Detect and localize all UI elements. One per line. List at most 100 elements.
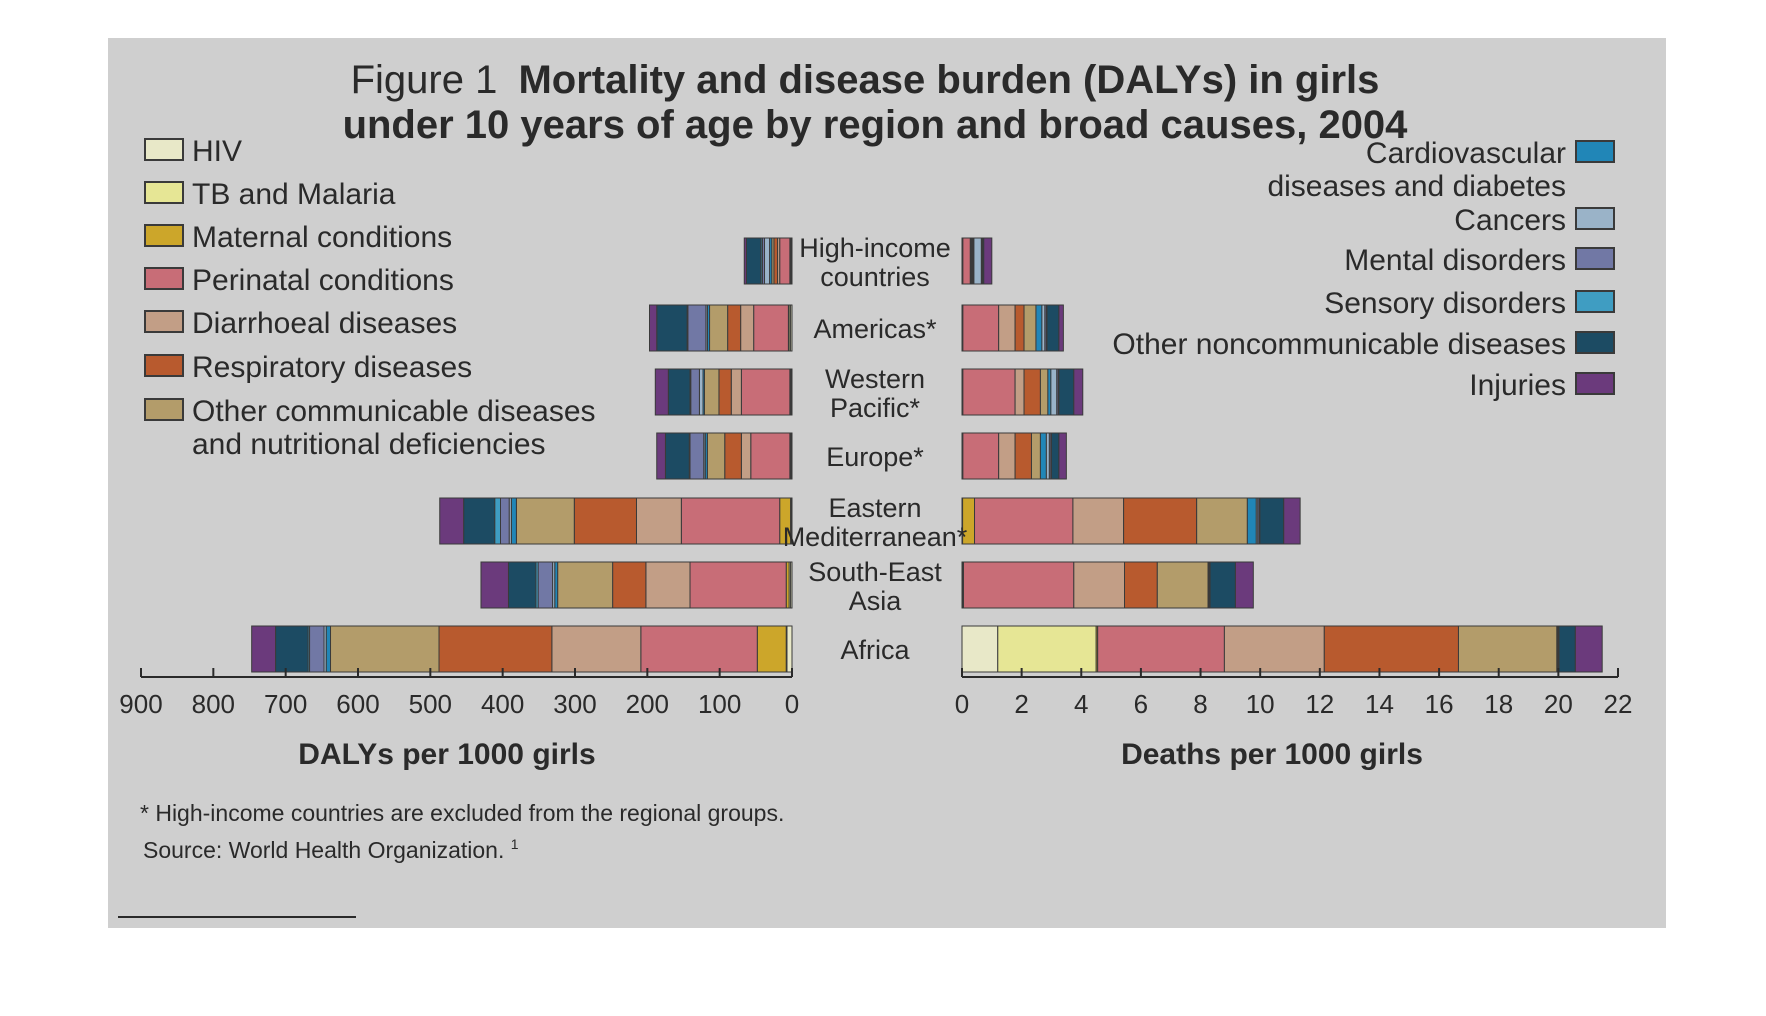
legend-label-other-communicable-diseases-and-nutritional-deficiencies: Other communicable diseases [192,395,596,428]
dalys-bar-south-east-respiratory-diseases [612,561,647,609]
legend-swatch-tb-and-malaria [144,181,184,204]
legend-label-mental-disorders: Mental disorders [1344,244,1566,277]
region-label: Eastern [828,493,921,523]
deaths-bar-africa-diarrhoeal-diseases [1223,625,1325,673]
deaths-tick-label: 18 [1484,689,1513,719]
dalys-bar-europe-mental-disorders [689,432,705,480]
dalys-bar-south-east-diarrhoeal-diseases [645,561,691,609]
deaths-bar-western-injuries [1073,368,1084,416]
deaths-bar-south-east-respiratory-diseases [1124,561,1158,609]
deaths-bar-europe-injuries [1058,432,1067,480]
deaths-bar-europe-other-noncommunicable-diseases [1050,432,1060,480]
legend-label-cancers: Cancers [1454,204,1566,237]
dalys-tick-label: 200 [626,689,669,719]
legend-label-other-communicable-diseases-and-nutritional-deficiencies-line2: and nutritional deficiencies [192,428,546,461]
deaths-bar-europe-respiratory-diseases [1014,432,1032,480]
dalys-bar-eastern-other-noncommunicable-diseases [463,497,496,545]
dalys-bar-western-respiratory-diseases [718,368,732,416]
dalys-bar-africa-other-noncommunicable-diseases [275,625,309,673]
dalys-bar-africa-hiv [786,625,793,673]
deaths-bar-eastern-diarrhoeal-diseases [1072,497,1125,545]
dalys-bar-americas-other-communicable-diseases-and-nutritional-deficiencies [709,304,729,352]
dalys-tick-label: 700 [264,689,307,719]
source-reference: 1 [511,836,519,852]
dalys-bar-europe-diarrhoeal-diseases [740,432,752,480]
legend-label-maternal-conditions: Maternal conditions [192,221,452,254]
region-label: Mediterranean* [783,522,968,552]
dalys-bar-americas-respiratory-diseases [727,304,742,352]
dalys-bar-high-income-other-noncommunicable-diseases [745,237,762,285]
dalys-bar-africa-maternal-conditions [756,625,787,673]
deaths-axis-title: Deaths per 1000 girls [1121,738,1423,771]
region-label: Americas* [813,314,937,344]
deaths-bar-western-other-noncommunicable-diseases [1058,368,1075,416]
deaths-bar-europe-other-communicable-diseases-and-nutritional-deficiencies [1030,432,1041,480]
figure-title-text: Mortality and disease burden (DALYs) in … [518,58,1379,102]
deaths-bar-europe-perinatal-conditions [962,432,1000,480]
dalys-bar-western-other-noncommunicable-diseases [667,368,691,416]
dalys-bar-americas-diarrhoeal-diseases [740,304,755,352]
dalys-bar-western-other-communicable-diseases-and-nutritional-deficiencies [703,368,720,416]
dalys-bar-western-injuries [654,368,669,416]
deaths-tick-label: 10 [1246,689,1275,719]
dalys-bar-south-east-perinatal-conditions [689,561,787,609]
deaths-tick-label: 22 [1604,689,1633,719]
deaths-tick-label: 6 [1134,689,1148,719]
dalys-tick-label: 800 [192,689,235,719]
dalys-bar-high-income-respiratory-diseases [773,237,779,285]
legend-label-diarrhoeal-diseases: Diarrhoeal diseases [192,307,457,340]
legend-label-tb-and-malaria: TB and Malaria [192,178,396,211]
legend-label-perinatal-conditions: Perinatal conditions [192,264,454,297]
dalys-tick-label: 400 [481,689,524,719]
dalys-bar-europe-perinatal-conditions [750,432,791,480]
dalys-bar-europe-other-communicable-diseases-and-nutritional-deficiencies [706,432,726,480]
deaths-bar-eastern-injuries [1283,497,1301,545]
region-label: Africa [840,635,910,665]
legend-left: HIV TB and Malaria Maternal conditions Peri… [144,135,596,461]
deaths-tick-label: 14 [1365,689,1394,719]
dalys-bar-south-east-mental-disorders [537,561,554,609]
deaths-tick-label: 12 [1305,689,1334,719]
dalys-bar-africa-respiratory-diseases [438,625,553,673]
dalys-bar-africa-mental-disorders [309,625,325,673]
legend-swatch-diarrhoeal-diseases [144,310,184,333]
dalys-bar-eastern-perinatal-conditions [680,497,781,545]
deaths-bar-africa-perinatal-conditions [1097,625,1225,673]
legend-swatch-maternal-conditions [144,224,184,247]
deaths-bar-western-perinatal-conditions [962,368,1016,416]
dalys-tick-label: 500 [409,689,452,719]
legend-label-injuries: Injuries [1469,369,1566,402]
deaths-bar-south-east-other-noncommunicable-diseases [1209,561,1236,609]
dalys-bar-eastern-mental-disorders [500,497,510,545]
dalys-bar-europe-injuries [656,432,666,480]
legend-label-other-noncommunicable-diseases: Other noncommunicable diseases [1112,328,1566,361]
legend-swatch-perinatal-conditions [144,267,184,290]
deaths-bar-europe-cardiovascular-diseases-and-diabetes [1039,432,1047,480]
dalys-bar-americas-other-noncommunicable-diseases [656,304,688,352]
deaths-bar-americas-diarrhoeal-diseases [998,304,1016,352]
dalys-bar-americas-perinatal-conditions [753,304,789,352]
dalys-bar-western-perinatal-conditions [740,368,791,416]
dalys-bar-europe-other-noncommunicable-diseases [664,432,690,480]
source-text: Source: World Health Organization. [143,837,504,863]
dalys-bar-south-east-other-noncommunicable-diseases [507,561,537,609]
deaths-bar-south-east-other-communicable-diseases-and-nutritional-deficiencies [1156,561,1209,609]
deaths-bar-eastern-other-noncommunicable-diseases [1259,497,1285,545]
legend-swatch-injuries [1575,372,1615,395]
deaths-bar-western-diarrhoeal-diseases [1014,368,1025,416]
dalys-bar-eastern-sensory-disorders [494,497,501,545]
dalys-bar-africa-cardiovascular-diseases-and-diabetes [325,625,332,673]
legend-swatch-cardiovascular-diseases-and-diabetes [1575,140,1615,163]
legend-swatch-mental-disorders [1575,247,1615,270]
legend-swatch-cancers [1575,207,1615,230]
deaths-tick-label: 4 [1074,689,1088,719]
deaths-tick-label: 20 [1544,689,1573,719]
deaths-bar-eastern-perinatal-conditions [974,497,1074,545]
dalys-bar-high-income-injuries [743,237,747,285]
figure-title-line2: under 10 years of age by region and broa… [343,103,1409,147]
deaths-bar-south-east-injuries [1234,561,1254,609]
dalys-tick-label: 100 [698,689,741,719]
legend-swatch-hiv [144,138,184,161]
figure-title-line1: Figure 1 Mortality and disease burden (D… [351,58,1380,102]
region-label: Asia [849,586,903,616]
